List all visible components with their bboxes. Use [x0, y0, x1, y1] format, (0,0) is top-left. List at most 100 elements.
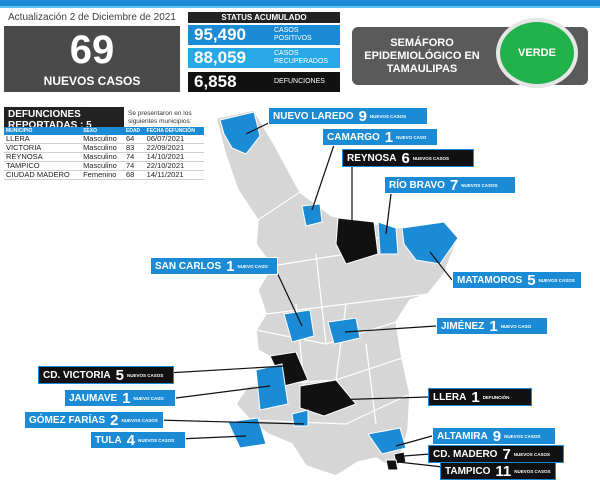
table-row: LLERA Masculino 64 06/07/2021	[4, 135, 204, 144]
label-name: MATAMOROS	[457, 274, 523, 286]
region-nuevo-laredo	[219, 111, 261, 155]
tamaulipas-map	[215, 109, 459, 477]
label-count: 1	[471, 388, 480, 406]
label-llera: LLERA 1 DEFUNCIÓN	[428, 388, 532, 406]
leader-san-carlos	[273, 265, 303, 327]
top-accent-bar	[0, 0, 600, 6]
label-tampico: TAMPICO 11 NUEVOS CASOS	[440, 462, 556, 480]
cell-sexo: Masculino	[81, 135, 124, 144]
label-count: 2	[110, 411, 119, 429]
region-llera	[299, 379, 357, 417]
cell-sexo: Masculino	[81, 143, 124, 153]
label-name: ALTAMIRA	[437, 430, 488, 442]
label-gomez-farias: GÓMEZ FARÍAS 2 NUEVOS CASOS	[24, 411, 164, 429]
label-count: 5	[115, 366, 124, 384]
cell-sexo: Femenino	[81, 170, 124, 180]
label-unit: NUEVOS CASOS	[513, 451, 551, 457]
label-count: 9	[492, 427, 502, 445]
stat-positive-value: 95,490	[194, 25, 246, 44]
label-count: 1	[226, 257, 235, 275]
stat-recovered-label: CASOS RECUPERADOS	[274, 50, 329, 65]
col-edad: EDAD	[124, 127, 145, 135]
label-cd-victoria: CD. VICTORIA 5 NUEVOS CASOS	[38, 366, 174, 384]
region-tula	[227, 417, 267, 449]
label-unit: NUEVO CASO	[133, 395, 164, 401]
label-count: 1	[384, 128, 394, 146]
update-date: Actualización 2 de Diciembre de 2021	[8, 12, 176, 23]
new-cases-label: NUEVOS CASOS	[43, 74, 141, 88]
label-name: TAMPICO	[445, 465, 491, 477]
label-name: SAN CARLOS	[155, 260, 222, 272]
label-name: GÓMEZ FARÍAS	[29, 414, 106, 426]
table-row: VICTORIA Masculino 83 22/09/2021	[4, 143, 204, 153]
cell-edad: 74	[124, 152, 145, 162]
status-title: STATUS ACUMULADO	[188, 12, 340, 23]
label-count: 5	[527, 271, 536, 289]
stat-positive-label: CASOS POSITIVOS	[274, 27, 312, 42]
stat-positive: 95,490 CASOS POSITIVOS	[188, 25, 340, 45]
stat-recovered: 88,059 CASOS RECUPERADOS	[188, 48, 340, 68]
col-fecha: FECHA DEFUNCIÓN	[144, 127, 204, 135]
label-name: CAMARGO	[327, 131, 380, 143]
cell-fecha: 14/10/2021	[144, 152, 204, 162]
cell-edad: 83	[124, 143, 145, 153]
cell-municipio: VICTORIA	[4, 143, 82, 153]
label-name: JAUMAVE	[69, 392, 118, 404]
cell-sexo: Masculino	[81, 161, 124, 171]
leader-rio-bravo	[385, 185, 393, 235]
stat-recovered-value: 88,059	[194, 48, 246, 67]
label-altamira: ALTAMIRA 9 NUEVOS CASOS	[432, 427, 556, 445]
cell-fecha: 14/11/2021	[144, 170, 204, 180]
region-gomez-farias	[291, 409, 309, 427]
label-san-carlos: SAN CARLOS 1 NUEVO CASO	[150, 257, 278, 275]
label-name: REYNOSA	[347, 152, 397, 164]
label-count: 4	[126, 431, 136, 449]
label-reynosa: REYNOSA 6 NUEVOS CASOS	[342, 149, 474, 167]
label-unit: NUEVOS CASOS	[504, 433, 541, 439]
table-row: REYNOSA Masculino 74 14/10/2021	[4, 152, 204, 162]
region-san-carlos	[283, 309, 315, 343]
label-count: 9	[358, 107, 367, 125]
label-count: 1	[122, 389, 131, 407]
top-accent-bar-light	[0, 6, 600, 8]
cell-fecha: 22/09/2021	[144, 143, 204, 153]
stat-deaths-value: 6,858	[194, 72, 237, 91]
label-cd-madero: CD. MADERO 7 NUEVOS CASOS	[428, 445, 564, 463]
leader-jaumave	[175, 385, 271, 399]
region-altamira	[367, 427, 407, 455]
label-name: CD. MADERO	[433, 448, 498, 460]
label-jaumave: JAUMAVE 1 NUEVO CASO	[64, 389, 176, 407]
leader-matamoros	[429, 251, 453, 281]
label-count: 1	[489, 317, 498, 335]
table-row: TAMPICO Masculino 74 22/10/2021	[4, 161, 204, 171]
cell-sexo: Masculino	[81, 152, 124, 162]
cell-edad: 64	[124, 135, 145, 144]
label-unit: NUEVOS CASOS	[121, 417, 158, 423]
label-unit: NUEVO CASO	[500, 323, 531, 329]
label-tula: TULA 4 NUEVOS CASOS	[90, 431, 186, 449]
label-unit: DEFUNCIÓN	[482, 394, 510, 400]
leader-llera	[329, 396, 429, 401]
cell-municipio: TAMPICO	[4, 161, 82, 171]
label-matamoros: MATAMOROS 5 NUEVOS CASOS	[452, 271, 582, 289]
region-jimenez	[327, 317, 361, 345]
label-count: 11	[495, 462, 512, 480]
leader-camargo	[311, 135, 338, 211]
new-cases-panel: 69 NUEVOS CASOS	[4, 26, 180, 92]
traffic-light-level: VERDE	[496, 18, 578, 88]
traffic-light-title: SEMÁFORO EPIDEMIOLÓGICO EN TAMAULIPAS	[364, 37, 480, 75]
cell-edad: 74	[124, 161, 145, 171]
leader-cd-madero	[403, 453, 431, 457]
label-unit: NUEVOS CASOS	[538, 277, 575, 283]
col-municipio: MUNICIPIO	[4, 127, 82, 135]
cell-edad: 68	[124, 170, 145, 180]
label-unit: NUEVO CASO	[396, 134, 427, 140]
leader-gomez-farias	[155, 419, 305, 425]
leader-altamira	[395, 435, 433, 447]
label-unit: NUEVOS CASOS	[514, 468, 551, 474]
table-row: CIUDAD MADERO Femenino 68 14/11/2021	[4, 170, 204, 180]
label-jimenez: JIMÉNEZ 1 NUEVO CASO	[436, 317, 548, 335]
label-unit: NUEVOS CASOS	[126, 372, 164, 378]
label-camargo: CAMARGO 1 NUEVO CASO	[322, 128, 438, 146]
cell-municipio: REYNOSA	[4, 152, 82, 162]
